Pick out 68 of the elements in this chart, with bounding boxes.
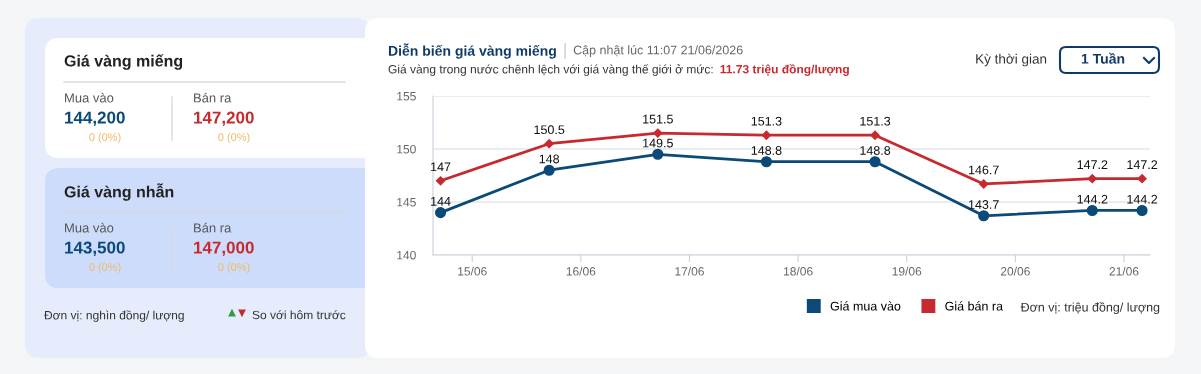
text: So với hôm trước	[252, 310, 346, 320]
point	[434, 207, 447, 219]
text: 0 (0%)	[89, 262, 121, 274]
point	[653, 128, 663, 138]
text: 147,200	[194, 111, 254, 127]
x-tick-label: 21/06	[1109, 266, 1139, 276]
point	[435, 176, 446, 186]
data-label: 144.2	[1127, 194, 1158, 204]
text: Bán ra	[194, 222, 232, 233]
point	[1136, 204, 1148, 217]
y-tick-label: 145	[397, 198, 416, 207]
data-label: 144	[431, 197, 451, 206]
text: 144,200	[65, 111, 125, 127]
legend-label: Giá mua vào	[830, 301, 901, 311]
point	[869, 156, 881, 168]
text: Mua vào	[65, 222, 114, 233]
data-label: 151.3	[860, 116, 891, 126]
data-label: 146.7	[968, 165, 999, 175]
point	[978, 210, 990, 222]
text: 1 Tuần	[1081, 52, 1125, 64]
point	[1137, 174, 1147, 184]
x-tick-label: 15/06	[458, 266, 487, 276]
text: Giá vàng miếng	[64, 54, 183, 70]
chart-subtitle: Giá vàng trong nước chênh lệch với giá vàng thế giới ở mức:	[388, 64, 713, 76]
data-label: 151.5	[643, 114, 673, 124]
data-label: 150.5	[534, 125, 565, 135]
text: 0 (0%)	[218, 262, 250, 274]
text: Bán ra	[194, 92, 232, 103]
point	[761, 130, 772, 140]
legend-label: Giá bán ra	[945, 301, 1003, 311]
point	[544, 139, 554, 149]
data-label: 144.2	[1077, 194, 1108, 204]
point	[1087, 174, 1097, 184]
point	[1086, 204, 1098, 217]
text: 11.73 triệu đồng/lượng	[720, 64, 849, 76]
data-label: 148	[539, 154, 560, 164]
text: Mua vào	[65, 92, 114, 103]
text: 0 (0%)	[89, 132, 121, 144]
y-tick-label: 155	[397, 92, 416, 101]
data-label: 143.7	[968, 200, 999, 209]
data-label: 151.3	[751, 116, 782, 126]
text: Kỳ thời gian	[976, 53, 1047, 67]
data-label: 147	[431, 162, 451, 172]
data-label: 147.2	[1127, 160, 1158, 169]
y-tick-label: 140	[397, 250, 416, 260]
chart-title: Diễn biến giá vàng miếng	[388, 43, 556, 59]
x-tick-label: 17/06	[675, 266, 704, 276]
text: Đơn vị: nghìn đồng/ lượng	[44, 310, 184, 322]
point	[870, 130, 880, 140]
point	[760, 156, 772, 168]
x-tick-label: 19/06	[892, 266, 922, 276]
x-tick-label: 16/06	[566, 266, 596, 276]
y-tick-label: 150	[397, 144, 416, 154]
data-label: 147.2	[1077, 160, 1108, 169]
data-label: 148.8	[751, 146, 782, 155]
point	[543, 164, 555, 176]
text: Giá vàng nhẫn	[64, 183, 174, 201]
text: Đơn vị: triệu đồng/ lượng	[1020, 301, 1160, 315]
x-tick-label: 18/06	[784, 266, 813, 276]
point	[652, 148, 664, 160]
text: 147,000	[194, 241, 254, 257]
text: 0 (0%)	[218, 132, 250, 144]
text: Cập nhật lúc 11:07 21/06/2026	[573, 45, 743, 57]
text: 143,500	[65, 241, 125, 257]
x-tick-label: 20/06	[1000, 266, 1030, 276]
data-label: 148.8	[860, 146, 891, 155]
data-label: 149.5	[643, 138, 673, 148]
point	[979, 179, 989, 189]
